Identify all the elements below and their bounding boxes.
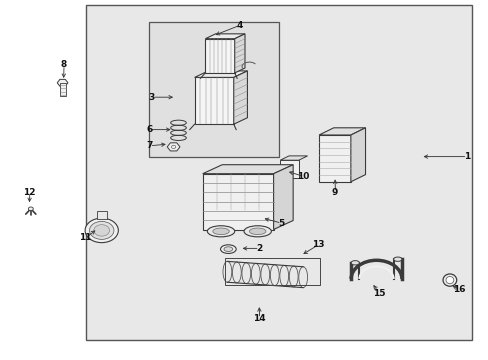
Text: 13: 13 — [311, 240, 324, 249]
Ellipse shape — [94, 225, 109, 236]
Bar — [319, 135, 350, 182]
Ellipse shape — [207, 226, 234, 237]
Ellipse shape — [249, 228, 265, 235]
Text: 1: 1 — [463, 152, 469, 161]
Ellipse shape — [298, 267, 307, 288]
Text: 2: 2 — [256, 244, 262, 253]
Ellipse shape — [270, 265, 279, 285]
Bar — [97, 211, 106, 219]
Ellipse shape — [350, 261, 359, 265]
Text: 16: 16 — [452, 285, 465, 294]
Bar — [60, 83, 65, 96]
Text: 15: 15 — [372, 289, 385, 298]
Bar — [224, 258, 320, 285]
Polygon shape — [205, 34, 244, 39]
Ellipse shape — [28, 207, 33, 211]
Ellipse shape — [85, 218, 118, 243]
Text: 10: 10 — [296, 172, 309, 181]
Text: 14: 14 — [252, 314, 265, 323]
Ellipse shape — [261, 264, 269, 285]
Text: 11: 11 — [79, 233, 92, 242]
Text: 3: 3 — [148, 93, 154, 102]
Ellipse shape — [224, 247, 232, 251]
Text: 4: 4 — [236, 21, 243, 30]
Polygon shape — [319, 128, 365, 135]
Bar — [205, 39, 234, 73]
Polygon shape — [234, 34, 244, 73]
Ellipse shape — [445, 276, 453, 284]
Text: 6: 6 — [146, 125, 152, 134]
Bar — [194, 77, 233, 124]
Ellipse shape — [393, 257, 401, 261]
Bar — [202, 174, 273, 230]
Text: 8: 8 — [61, 60, 66, 69]
Ellipse shape — [442, 274, 456, 286]
Ellipse shape — [212, 228, 229, 235]
Ellipse shape — [242, 263, 250, 284]
Ellipse shape — [220, 245, 236, 253]
Polygon shape — [350, 128, 365, 182]
Text: 9: 9 — [331, 188, 338, 197]
Bar — [149, 22, 278, 157]
Ellipse shape — [279, 265, 288, 286]
Ellipse shape — [223, 261, 231, 282]
Polygon shape — [273, 165, 292, 230]
Polygon shape — [233, 71, 247, 124]
Polygon shape — [280, 156, 307, 160]
Ellipse shape — [232, 262, 241, 283]
Ellipse shape — [89, 221, 114, 239]
Polygon shape — [194, 71, 247, 77]
Polygon shape — [202, 165, 292, 174]
Text: 7: 7 — [145, 141, 152, 150]
Bar — [85, 5, 471, 340]
Text: 5: 5 — [278, 219, 284, 228]
Ellipse shape — [289, 266, 298, 287]
Ellipse shape — [251, 264, 260, 284]
Bar — [280, 160, 298, 178]
Text: 12: 12 — [23, 188, 36, 197]
Ellipse shape — [244, 226, 271, 237]
